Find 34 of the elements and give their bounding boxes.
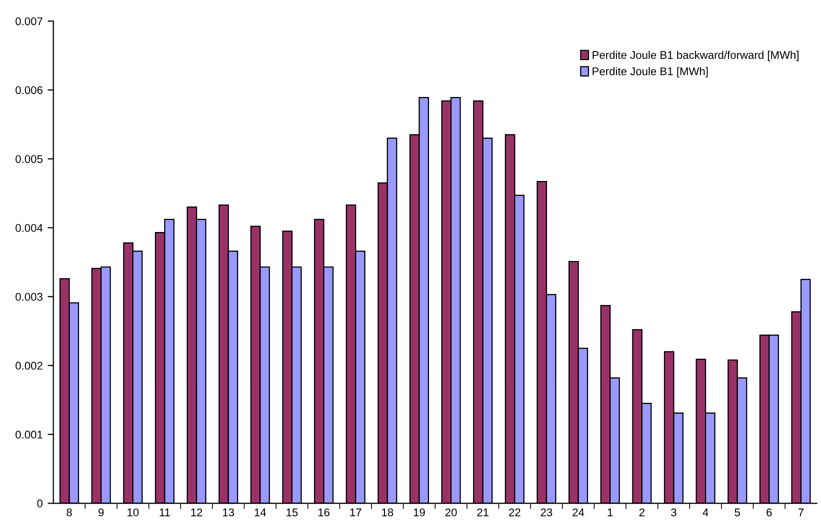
x-tick-label: 5 <box>734 508 740 516</box>
legend-label: Perdite Joule B1 [MWh] <box>592 67 708 78</box>
x-tick-label: 22 <box>509 508 520 516</box>
x-tick-label: 11 <box>160 508 170 516</box>
legend-label: Perdite Joule B1 backward/forward [MWh] <box>592 50 798 62</box>
y-tick-label: 0.002 <box>16 362 42 370</box>
x-tick-label: 2 <box>639 508 644 516</box>
x-tick-label: 17 <box>350 508 362 516</box>
x-tick-label: 8 <box>66 508 72 516</box>
x-tick-label: 16 <box>318 508 330 516</box>
y-tick-label: 0.006 <box>16 86 42 94</box>
x-tick-label: 23 <box>540 508 552 516</box>
x-tick-label: 20 <box>445 508 457 516</box>
y-tick-label: 0.001 <box>16 430 42 439</box>
y-tick-label: 0 <box>37 500 43 508</box>
x-tick-label: 14 <box>254 508 266 516</box>
x-tick-label: 7 <box>798 508 804 516</box>
x-tick-label: 13 <box>223 508 234 516</box>
y-tick-label: 0.004 <box>16 224 43 232</box>
x-tick-label: 19 <box>414 508 425 516</box>
x-tick-label: 15 <box>286 508 298 516</box>
x-tick-label: 1 <box>608 508 613 516</box>
x-tick-label: 10 <box>128 508 139 516</box>
x-tick-label: 24 <box>572 508 584 516</box>
x-tick-label: 21 <box>477 508 488 516</box>
x-tick-label: 18 <box>382 508 394 516</box>
x-tick-label: 6 <box>766 508 772 516</box>
y-tick-label: 0.005 <box>16 155 42 163</box>
y-tick-label: 0.007 <box>16 17 42 26</box>
y-tick-label: 0.003 <box>16 292 42 301</box>
x-tick-label: 3 <box>671 508 676 516</box>
x-tick-label: 4 <box>702 508 708 516</box>
x-tick-label: 9 <box>98 508 104 516</box>
x-tick-label: 12 <box>191 508 202 516</box>
